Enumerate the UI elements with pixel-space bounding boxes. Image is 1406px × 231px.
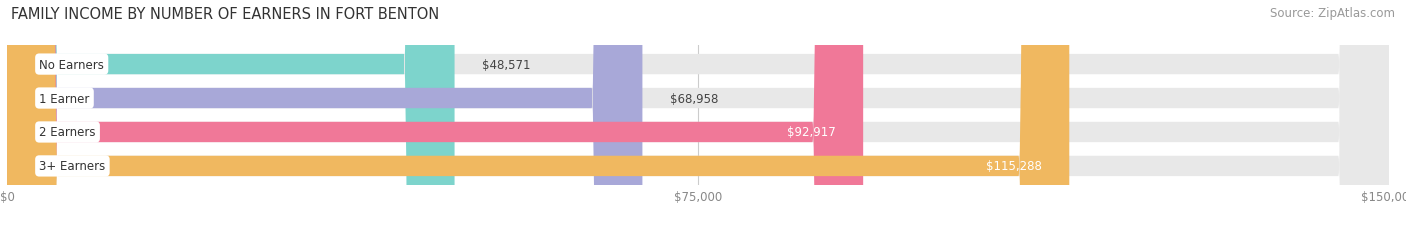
Text: No Earners: No Earners [39,58,104,71]
FancyBboxPatch shape [7,0,1389,231]
Text: FAMILY INCOME BY NUMBER OF EARNERS IN FORT BENTON: FAMILY INCOME BY NUMBER OF EARNERS IN FO… [11,7,440,22]
FancyBboxPatch shape [7,0,1389,231]
Text: $68,958: $68,958 [671,92,718,105]
Text: $115,288: $115,288 [986,160,1042,173]
Text: 3+ Earners: 3+ Earners [39,160,105,173]
FancyBboxPatch shape [7,0,643,231]
Text: 2 Earners: 2 Earners [39,126,96,139]
Text: $48,571: $48,571 [482,58,530,71]
FancyBboxPatch shape [7,0,1070,231]
FancyBboxPatch shape [7,0,454,231]
Text: $92,917: $92,917 [787,126,835,139]
Text: Source: ZipAtlas.com: Source: ZipAtlas.com [1270,7,1395,20]
FancyBboxPatch shape [7,0,1389,231]
Text: 1 Earner: 1 Earner [39,92,90,105]
FancyBboxPatch shape [7,0,863,231]
FancyBboxPatch shape [7,0,1389,231]
